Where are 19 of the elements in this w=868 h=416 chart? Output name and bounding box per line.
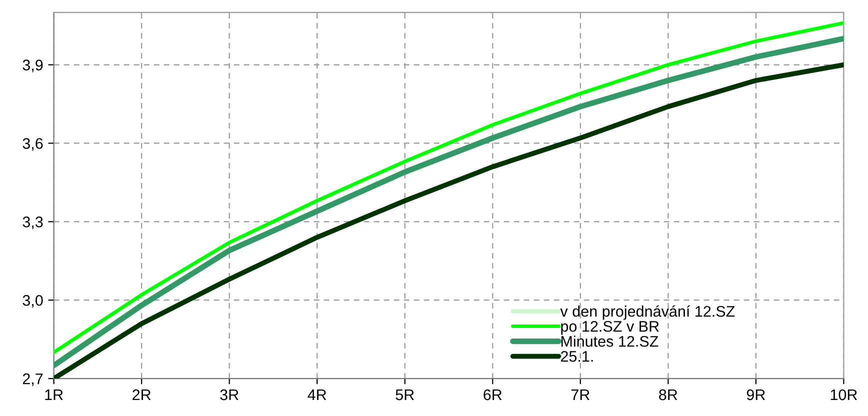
x-tick-label: 9R	[746, 389, 765, 400]
x-tick-label: 6R	[484, 389, 502, 400]
legend-label: po 12.SZ v BR	[561, 320, 659, 335]
y-tick-label: 3,0	[22, 294, 43, 308]
y-tick-label: 2,7	[22, 373, 43, 386]
legend-label: 25.1.	[560, 350, 593, 362]
y-tick-label: 3,6	[22, 138, 43, 151]
legend-label: v den projednávání 12.SZ	[560, 305, 735, 320]
x-tick-label: 4R	[308, 390, 326, 400]
x-tick-label: 10R	[830, 389, 857, 400]
x-tick-label: 8R	[659, 389, 678, 400]
x-tick-label: 3R	[220, 389, 238, 400]
x-tick-label: 1R	[45, 390, 63, 400]
x-tick-label: 7R	[571, 390, 590, 400]
legend-label: Minutes 12.SZ	[561, 336, 658, 347]
x-tick-label: 2R	[132, 389, 151, 400]
y-tick-label: 3,3	[22, 216, 43, 230]
x-tick-label: 5R	[396, 390, 414, 400]
y-tick-label: 3,9	[22, 60, 43, 72]
